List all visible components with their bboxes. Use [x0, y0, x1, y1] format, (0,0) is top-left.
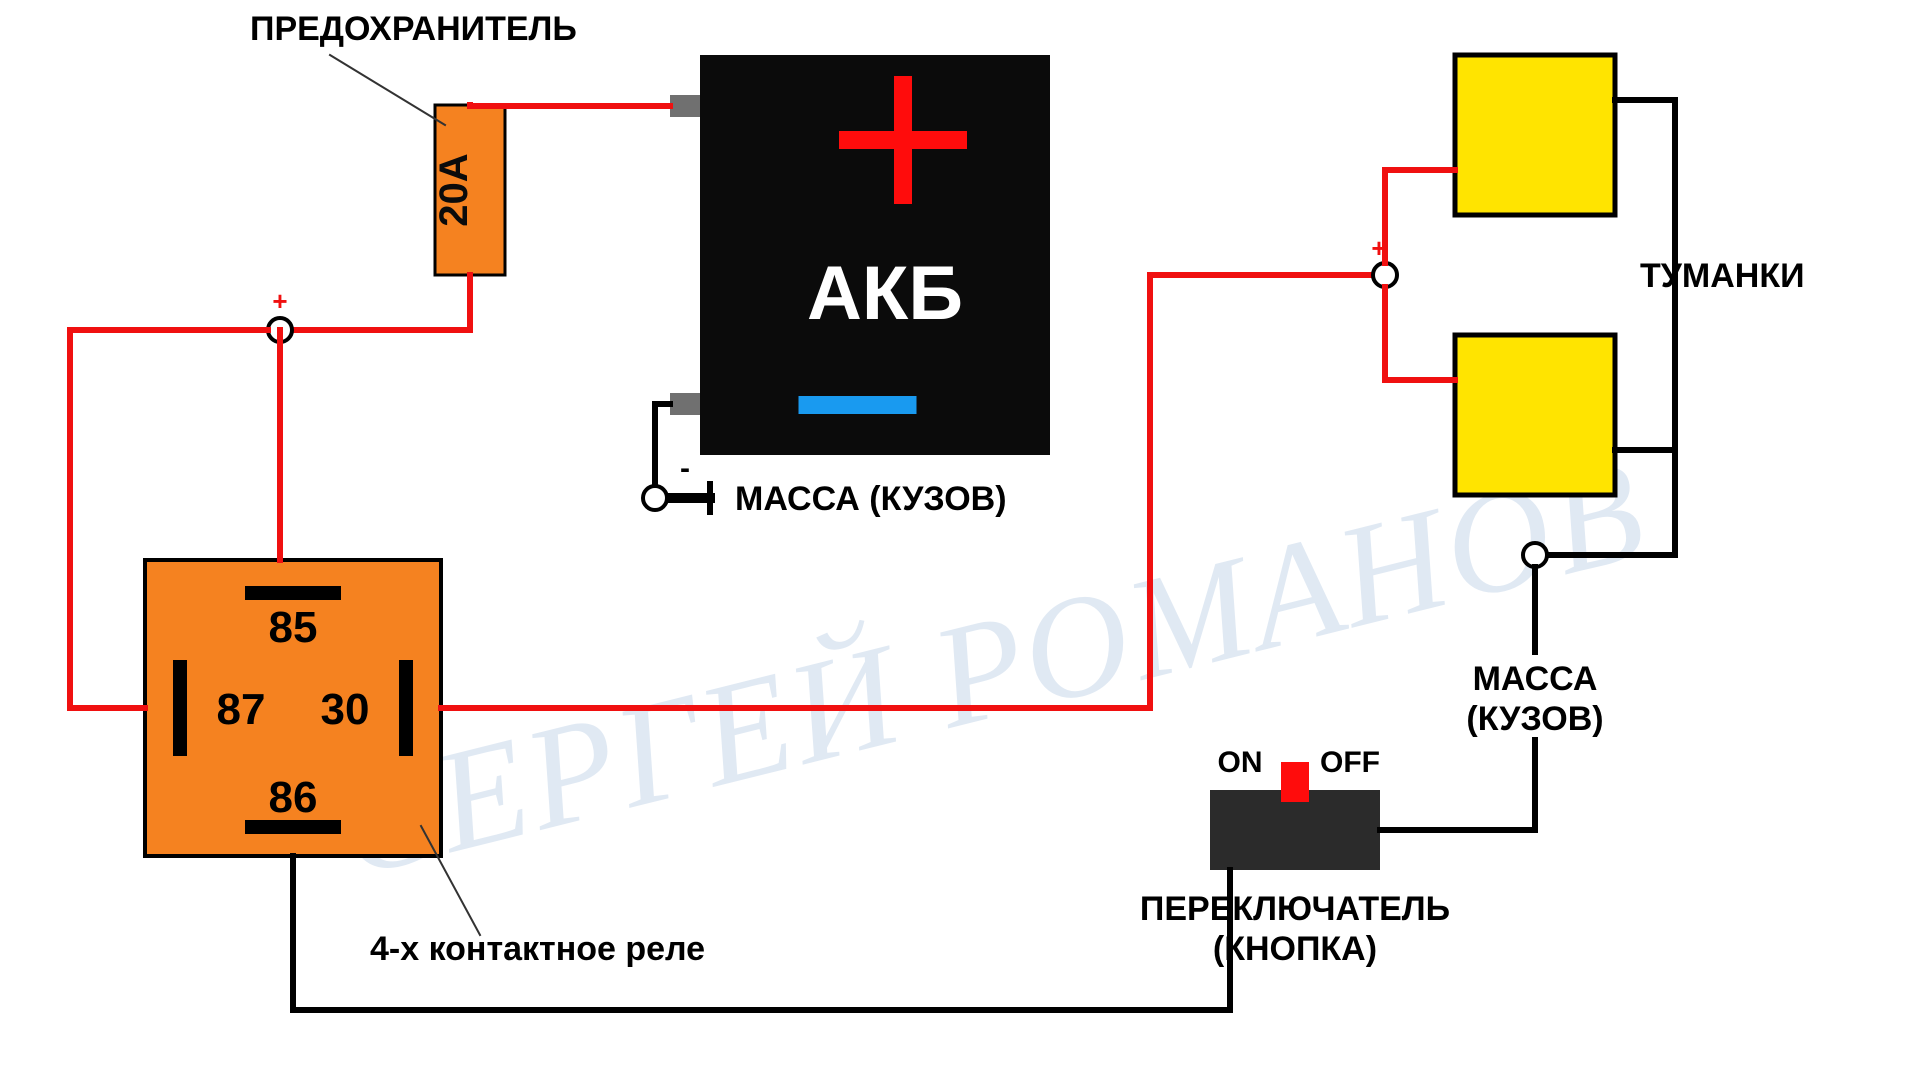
fuse-value: 20A — [432, 153, 476, 226]
switch-on-label: ON — [1218, 746, 1263, 779]
ground2-label-2: (КУЗОВ) — [1466, 700, 1603, 738]
relay-pin87-label: 87 — [217, 685, 266, 734]
ground1-node — [643, 486, 667, 510]
switch-off-label: OFF — [1320, 746, 1380, 779]
fog-light-2 — [1455, 335, 1615, 495]
relay-pin86-label: 86 — [269, 773, 318, 822]
relay-pin30-label: 30 — [321, 685, 370, 734]
switch-label-2: (КНОПКА) — [1213, 930, 1377, 968]
relay-pin30-bar — [399, 660, 413, 756]
relay-pin85-bar — [245, 586, 341, 600]
battery-minus-terminal — [670, 393, 700, 415]
junction-plus-label: + — [272, 286, 287, 316]
fuse-title-label: ПРЕДОХРАНИТЕЛЬ — [250, 10, 577, 48]
wire-fuse-to-junction — [280, 275, 470, 330]
wire-fogplus-to-fog2 — [1385, 287, 1455, 380]
relay-pin86-bar — [245, 820, 341, 834]
relay-pin87-bar — [173, 660, 187, 756]
ground2-label-1: МАССА — [1473, 660, 1598, 698]
fog-title-label: ТУМАНКИ — [1640, 257, 1805, 295]
fuse-leader — [330, 55, 445, 125]
relay-pin85-label: 85 — [269, 603, 318, 652]
wire-switch-to-ground2 — [1380, 740, 1535, 830]
wire-fogplus-to-fog1 — [1385, 170, 1455, 263]
switch-label-1: ПЕРЕКЛЮЧАТЕЛЬ — [1140, 890, 1450, 928]
fog-minus-label: - — [1593, 535, 1604, 573]
fog-minus-node — [1523, 543, 1547, 567]
battery-label: АКБ — [807, 251, 963, 336]
fog-light-1 — [1455, 55, 1615, 215]
ground1-minus-label: - — [680, 452, 690, 485]
wire-batt-to-gnd1 — [655, 404, 670, 486]
fog-plus-node — [1373, 263, 1397, 287]
ground1-label: МАССА (КУЗОВ) — [735, 480, 1007, 518]
switch-knob — [1281, 762, 1309, 802]
wire-batt-to-fuse — [470, 105, 670, 106]
relay-desc-label: 4-х контактное реле — [370, 930, 705, 968]
battery-plus-terminal — [670, 95, 700, 117]
